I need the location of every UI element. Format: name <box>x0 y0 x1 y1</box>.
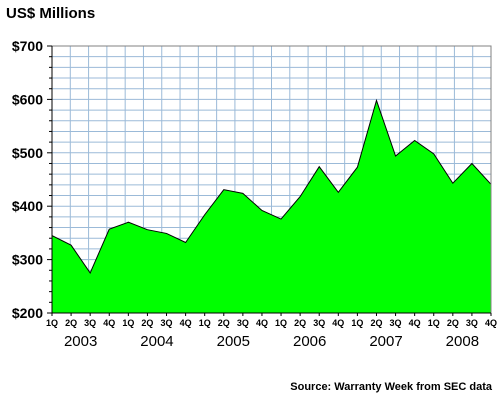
y-tick-label: $600 <box>12 91 43 107</box>
axes <box>47 45 492 316</box>
x-tick-label: 2Q <box>370 318 382 328</box>
x-tick-label: 1Q <box>275 318 287 328</box>
x-tick-label: 3Q <box>161 318 173 328</box>
year-label: 2005 <box>217 333 250 350</box>
x-tick-label: 1Q <box>199 318 211 328</box>
year-labels: 2003 2004 2005 2006 2007 2008 <box>64 333 479 350</box>
y-tick-label: $700 <box>12 38 43 54</box>
x-tick-label: 4Q <box>103 318 115 328</box>
x-tick-label: 4Q <box>256 318 268 328</box>
y-tick-label: $400 <box>12 198 43 214</box>
x-tick-label: 3Q <box>390 318 402 328</box>
x-tick-label: 2Q <box>65 318 77 328</box>
x-tick-label: 4Q <box>485 318 497 328</box>
x-tick-label: 3Q <box>313 318 325 328</box>
x-tick-label: 4Q <box>180 318 192 328</box>
x-tick-label: 4Q <box>409 318 421 328</box>
x-tick-label: 2Q <box>294 318 306 328</box>
year-label: 2007 <box>369 333 402 350</box>
source-note: Source: Warranty Week from SEC data <box>290 381 493 393</box>
x-tick-label: 1Q <box>46 318 58 328</box>
x-axis-ticks: 1Q 2Q 3Q 4Q 1Q 2Q 3Q 4Q 1Q 2Q 3Q 4Q 1Q 2Q 3Q 4Q 1Q 2Q 3Q 4Q… <box>46 318 497 328</box>
x-tick-label: 3Q <box>84 318 96 328</box>
y-axis-ticks: $200 $300 $400 $500 $600 $700 <box>12 38 43 321</box>
x-tick-label: 3Q <box>466 318 478 328</box>
year-label: 2006 <box>293 333 326 350</box>
x-tick-label: 2Q <box>218 318 230 328</box>
area-line <box>51 98 492 274</box>
x-tick-label: 4Q <box>332 318 344 328</box>
area-fill <box>52 100 491 313</box>
year-label: 2003 <box>64 333 97 350</box>
x-tick-label: 1Q <box>122 318 134 328</box>
y-tick-label: $500 <box>12 145 43 161</box>
year-label: 2004 <box>140 333 173 350</box>
x-tick-label: 2Q <box>141 318 153 328</box>
chart-title: US$ Millions <box>6 5 95 22</box>
series-area <box>51 98 492 313</box>
y-tick-label: $300 <box>12 252 43 268</box>
year-label: 2008 <box>446 333 479 350</box>
x-tick-label: 1Q <box>351 318 363 328</box>
x-tick-label: 3Q <box>237 318 249 328</box>
x-tick-label: 1Q <box>428 318 440 328</box>
y-tick-label: $200 <box>12 305 43 321</box>
x-tick-label: 2Q <box>447 318 459 328</box>
